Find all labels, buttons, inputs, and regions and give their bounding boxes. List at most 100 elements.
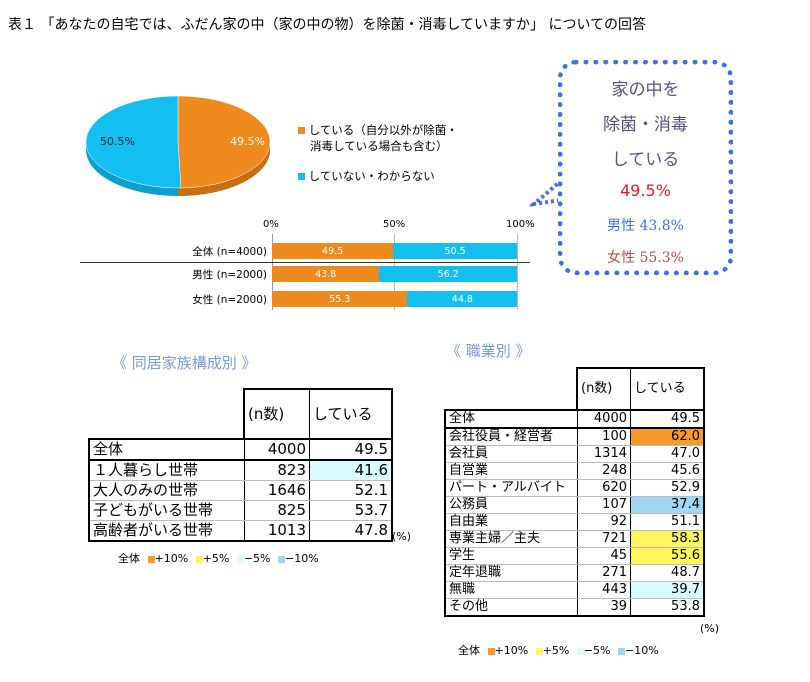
- pie-slice-1: [85, 95, 182, 189]
- row-label: 高齢者がいる世帯: [88, 520, 244, 542]
- row-n: 620: [576, 479, 631, 497]
- row-value: 45.6: [630, 462, 705, 480]
- row-label: 全体: [444, 409, 577, 429]
- pie-legend-doing: している（自分以外が除菌・: [298, 122, 458, 139]
- legend-swatch-doing: [298, 127, 305, 134]
- row-n: 443: [576, 581, 631, 599]
- row-label: 会社員: [444, 445, 577, 463]
- row-label: 専業主婦／主夫: [444, 530, 577, 548]
- row-value: 58.3: [630, 530, 705, 548]
- row-n: 39: [576, 598, 631, 617]
- key-minus5: −5%: [243, 552, 271, 565]
- table-row: 専業主婦／主夫 721 58.3: [444, 530, 705, 548]
- row-value: 62.0: [630, 427, 705, 446]
- callout-line2: 除菌・消毒: [603, 115, 688, 135]
- row-label: その他: [444, 598, 577, 617]
- bar-segment-0-1: 50.5: [393, 243, 517, 259]
- bar-segment-1-0: 43.8: [272, 266, 380, 282]
- row-label: １人暮らし世帯: [88, 459, 244, 481]
- bar-tick-50: 50%: [383, 219, 406, 230]
- table-row: 会社員 1314 47.0: [444, 445, 705, 463]
- row-n: 271: [576, 564, 631, 582]
- row-value: 51.1: [630, 513, 705, 531]
- occupation-unit: (%): [700, 622, 720, 635]
- bar-row-2: 55.3 44.8: [272, 291, 518, 307]
- row-n: 100: [576, 427, 631, 446]
- row-label: パート・アルバイト: [444, 479, 577, 497]
- row-label: 会社役員・経営者: [444, 427, 577, 446]
- table-row: １人暮らし世帯 823 41.6: [88, 459, 393, 481]
- row-label: 大人のみの世帯: [88, 480, 244, 501]
- bar-row-1: 43.8 56.2: [272, 266, 517, 282]
- table-header-row: (n数) している: [89, 388, 393, 439]
- bar-segment-2-0: 55.3: [272, 291, 408, 307]
- callout-line3: している: [611, 150, 680, 170]
- row-value: 52.1: [309, 480, 393, 501]
- bar-grid-100: [517, 234, 518, 310]
- bar-segment-2-1: 44.8: [407, 291, 518, 307]
- row-value: 41.6: [309, 459, 393, 481]
- table-row: 全体 4000 49.5: [88, 438, 393, 461]
- callout-female: 女性 55.3%: [607, 250, 684, 266]
- bar-row-0: 49.5 50.5: [272, 243, 517, 259]
- key2-minus5: −5%: [583, 644, 611, 657]
- legend-swatch-not-doing: [298, 173, 305, 180]
- household-heading: 《 同居家族構成別 》: [112, 354, 257, 372]
- figure-title: 表１ 「あなたの自宅では、ふだん家の中（家の中の物）を除菌・消毒していますか」 …: [8, 17, 647, 33]
- key2-swatch-plus5: [535, 647, 543, 655]
- row-value: 47.8: [309, 520, 393, 542]
- bar-category-label-1: 男性 (n=2000): [192, 269, 267, 281]
- row-n: 4000: [576, 409, 631, 429]
- table-row: パート・アルバイト 620 52.9: [444, 479, 705, 497]
- table-row: その他 39 53.8: [444, 598, 705, 617]
- legend-doing-line2: 消毒している場合も含む）: [310, 139, 448, 153]
- household-key: 全体 +10% +5% −5% −10%: [118, 550, 319, 566]
- bar-category-label-0: 全体 (n=4000): [192, 246, 267, 258]
- row-value: 37.4: [630, 496, 705, 514]
- row-label: 自営業: [444, 462, 577, 480]
- row-value: 49.5: [309, 438, 393, 461]
- row-n: 1646: [243, 480, 310, 501]
- row-n: 825: [243, 500, 310, 521]
- legend-doing-line1: している（自分以外が除菌・: [308, 123, 458, 137]
- key2-swatch-plus10: [487, 647, 495, 655]
- bar-tick-100: 100%: [506, 219, 535, 230]
- row-n: 45: [576, 547, 631, 565]
- row-label: 公務員: [444, 496, 577, 514]
- header-n: (n数): [576, 367, 631, 410]
- table-row: 大人のみの世帯 1646 52.1: [88, 480, 393, 501]
- table-row: 公務員 107 37.4: [444, 496, 705, 514]
- table-row: 学生 45 55.6: [444, 547, 705, 565]
- table-row: 子どもがいる世帯 825 53.7: [88, 500, 393, 521]
- occupation-key: 全体 +10% +5% −5% −10%: [458, 642, 659, 658]
- table-row: 自由業 92 51.1: [444, 513, 705, 531]
- key2-plus5: +5%: [542, 644, 570, 657]
- pie-legend-not-doing: していない・わからない: [298, 168, 435, 185]
- occupation-table: (n数) している 全体 4000 49.5 会社役員・経営者 100 62.0 会社員 1314…: [444, 367, 705, 617]
- bar-segment-1-1: 56.2: [379, 266, 517, 282]
- row-label: 定年退職: [444, 564, 577, 582]
- key-base-2: 全体: [458, 644, 480, 657]
- household-table: (n数) している 全体 4000 49.5 １人暮らし世帯 823 41.6 大人のみの世帯 1…: [88, 388, 393, 542]
- key-swatch-minus5: [236, 555, 244, 563]
- row-value: 47.0: [630, 445, 705, 463]
- pie-slice-0: [177, 95, 271, 189]
- header-doing: している: [630, 367, 705, 410]
- pie-label-not-doing: 50.5%: [100, 135, 135, 148]
- callout-total: 49.5%: [620, 181, 671, 200]
- callout-tail: [530, 178, 564, 207]
- row-value: 48.7: [630, 564, 705, 582]
- key-base: 全体: [118, 552, 140, 565]
- header-blank-cell: [89, 389, 244, 439]
- key2-swatch-minus10: [618, 647, 626, 655]
- bar-segment-0-0: 49.5: [272, 243, 394, 259]
- row-n: 823: [243, 459, 310, 481]
- key2-swatch-minus5: [576, 647, 584, 655]
- occupation-heading: 《 職業別 》: [446, 342, 531, 360]
- table-row: 高齢者がいる世帯 1013 47.8: [88, 520, 393, 542]
- key-swatch-plus5: [195, 555, 203, 563]
- row-label: 無職: [444, 581, 577, 599]
- legend-not-doing-label: していない・わからない: [308, 169, 435, 183]
- key2-plus10: +10%: [494, 644, 529, 657]
- key-minus10: −10%: [285, 552, 319, 565]
